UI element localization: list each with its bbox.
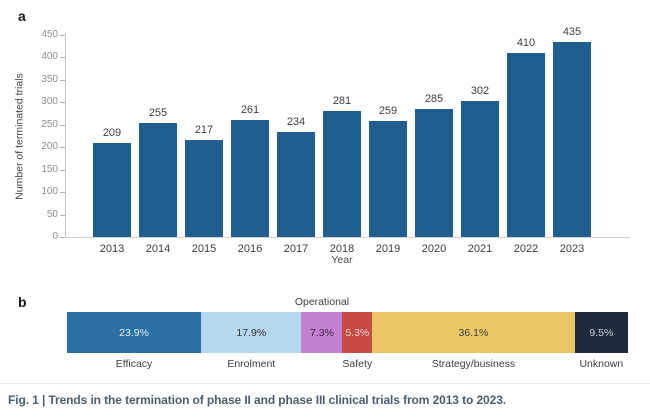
segment-percent-label: 9.5% xyxy=(589,326,614,339)
y-tick-mark xyxy=(60,192,65,194)
bar-value-label: 435 xyxy=(562,25,582,38)
segment-percent-label: 5.3% xyxy=(345,326,370,339)
y-tick-label: 450 xyxy=(41,29,58,40)
y-tick-mark xyxy=(60,147,65,149)
x-tick-label: 2020 xyxy=(421,243,447,255)
y-tick-mark xyxy=(60,169,65,171)
x-tick-label: 2018 xyxy=(329,243,355,255)
panel-a-label: a xyxy=(18,8,26,24)
bar-2022 xyxy=(507,52,545,237)
bar-value-label: 261 xyxy=(240,103,260,116)
x-axis-title: Year xyxy=(331,254,353,266)
stacked-segment-unknown: 9.5% xyxy=(574,312,628,353)
y-axis-line xyxy=(65,33,66,237)
bar-2019 xyxy=(369,120,407,237)
segment-percent-label: 23.9% xyxy=(119,326,149,339)
segment-category-label: Enrolment xyxy=(227,358,276,370)
figure-caption: Fig. 1 | Trends in the termination of ph… xyxy=(8,393,506,407)
bar-2017 xyxy=(277,131,315,237)
bar-value-label: 285 xyxy=(424,93,444,106)
bar-2021 xyxy=(461,101,499,237)
y-tick-mark xyxy=(60,214,65,216)
segment-category-label: Strategy/business xyxy=(431,358,516,370)
panel-b-label: b xyxy=(18,294,27,310)
x-tick-label: 2015 xyxy=(191,243,217,255)
x-tick-label: 2017 xyxy=(283,243,309,255)
x-tick-label: 2016 xyxy=(237,243,263,255)
bar-value-label: 234 xyxy=(286,115,306,128)
stacked-segment-enrolment: 17.9% xyxy=(201,312,302,353)
segment-percent-label: 17.9% xyxy=(236,326,267,339)
x-tick-label: 2019 xyxy=(375,243,401,255)
y-tick-mark xyxy=(60,35,65,36)
stacked-segment-operational: 7.3% xyxy=(301,312,343,353)
bar-2016 xyxy=(231,119,269,237)
y-tick-label: 350 xyxy=(41,73,58,85)
segment-percent-label: 7.3% xyxy=(309,326,334,339)
y-tick-label: 150 xyxy=(41,163,58,175)
y-tick-label: 50 xyxy=(46,208,58,220)
stacked-segment-safety: 5.3% xyxy=(342,312,373,353)
bar-2023 xyxy=(553,41,591,237)
segment-category-label: Efficacy xyxy=(115,358,153,370)
x-tick-label: 2013 xyxy=(99,243,125,255)
y-tick-label: 400 xyxy=(41,51,58,63)
x-axis-line xyxy=(65,237,630,238)
segment-category-label: Safety xyxy=(342,358,373,370)
bar-value-label: 209 xyxy=(102,127,122,140)
bar-value-label: 255 xyxy=(148,106,168,119)
bar-2020 xyxy=(415,109,453,237)
stacked-segment-strategy-business: 36.1% xyxy=(372,312,575,353)
segment-category-label: Unknown xyxy=(579,358,624,370)
y-tick-mark xyxy=(60,79,65,81)
bar-2014 xyxy=(139,122,177,237)
bar-value-label: 259 xyxy=(378,104,398,117)
y-tick-mark xyxy=(60,237,65,238)
bar-value-label: 281 xyxy=(332,94,352,107)
section-divider xyxy=(0,383,650,384)
bar-2015 xyxy=(185,139,223,237)
y-tick-mark xyxy=(60,102,65,104)
y-tick-mark xyxy=(60,57,65,59)
y-tick-label: 300 xyxy=(41,96,58,108)
bar-2013 xyxy=(93,143,131,237)
segment-category-label: Operational xyxy=(294,296,350,308)
segment-percent-label: 36.1% xyxy=(458,326,489,339)
panel-b-stacked-bar: 23.9% Efficacy 17.9% Enrolment 7.3% Operation… xyxy=(0,280,650,380)
x-tick-label: 2023 xyxy=(559,243,585,255)
bar-value-label: 302 xyxy=(470,85,490,98)
bar-value-label: 410 xyxy=(516,36,536,49)
x-tick-label: 2014 xyxy=(145,243,171,255)
bar-value-label: 217 xyxy=(194,123,214,136)
y-tick-label: 0 xyxy=(52,231,58,242)
stacked-segment-efficacy: 23.9% xyxy=(67,312,202,353)
x-tick-label: 2021 xyxy=(467,243,493,255)
bar-2018 xyxy=(323,110,361,237)
panel-a-bar-chart: 0 50 100 150 200 250 300 350 400 450 209 2013 255 201… xyxy=(13,25,630,266)
y-tick-mark xyxy=(60,124,65,126)
y-tick-label: 250 xyxy=(41,118,58,130)
y-axis-title: Number of terminated trials xyxy=(13,73,26,200)
y-tick-label: 200 xyxy=(41,141,58,153)
x-tick-label: 2022 xyxy=(513,243,539,255)
y-tick-label: 100 xyxy=(41,186,58,198)
